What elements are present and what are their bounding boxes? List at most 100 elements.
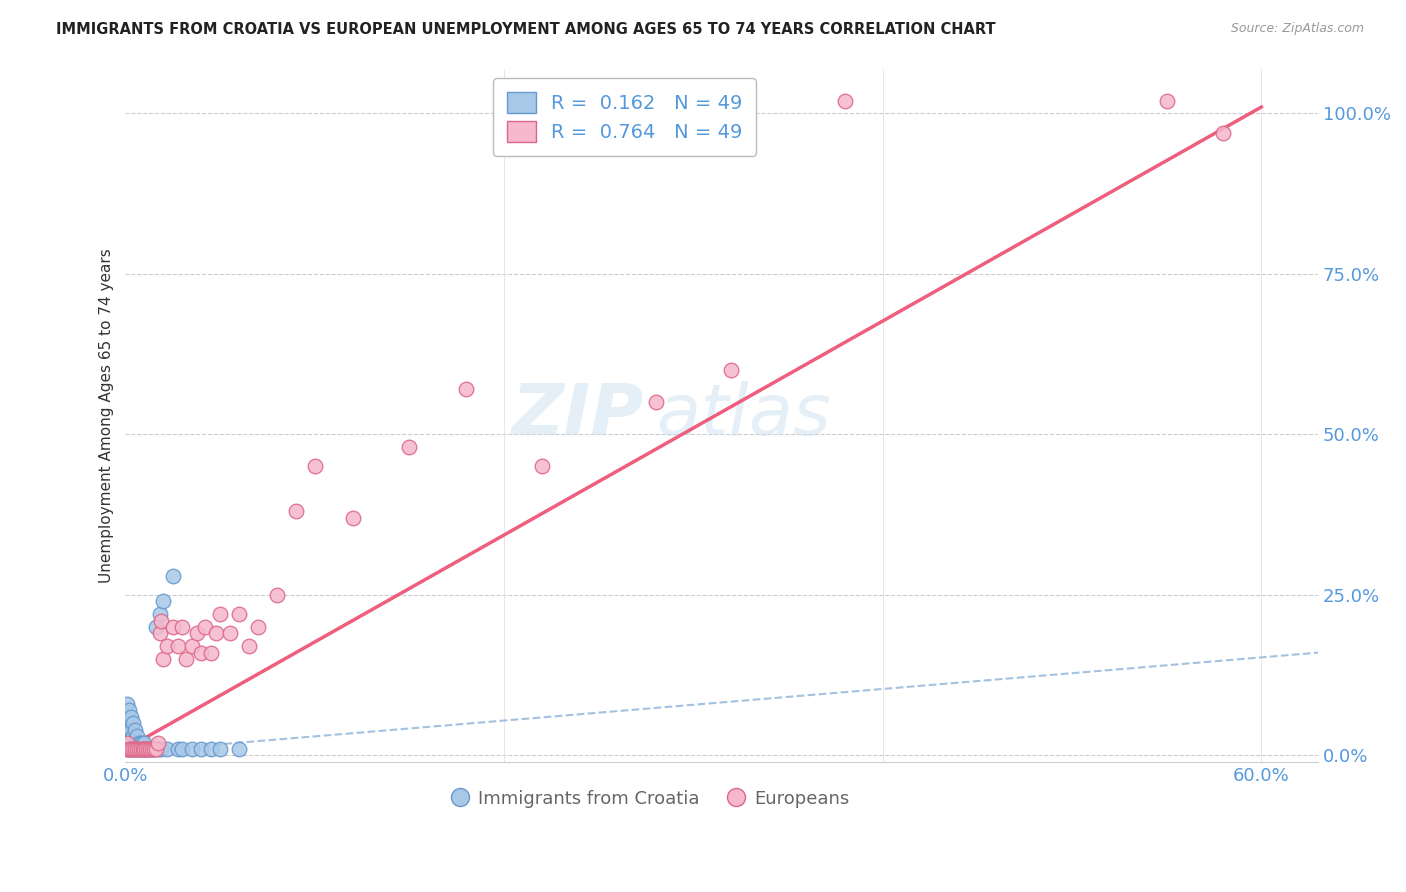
Point xyxy=(209,742,232,756)
Point xyxy=(139,742,162,756)
Point xyxy=(125,742,148,756)
Point xyxy=(125,742,148,756)
Point xyxy=(150,742,173,756)
Point xyxy=(118,742,141,756)
Point xyxy=(162,620,184,634)
Point xyxy=(172,620,194,634)
Point xyxy=(125,729,148,743)
Point xyxy=(131,742,153,756)
Point xyxy=(139,742,162,756)
Point xyxy=(131,742,153,756)
Point xyxy=(118,723,141,737)
Point xyxy=(167,639,190,653)
Point xyxy=(148,626,170,640)
Point xyxy=(134,742,156,756)
Point xyxy=(117,716,139,731)
Point xyxy=(190,742,212,756)
Point xyxy=(142,742,165,756)
Point xyxy=(156,639,179,653)
Point xyxy=(148,607,170,621)
Point xyxy=(120,723,142,737)
Point xyxy=(190,646,212,660)
Text: atlas: atlas xyxy=(657,381,831,450)
Point xyxy=(117,735,139,749)
Point xyxy=(134,735,156,749)
Point xyxy=(117,735,139,749)
Point xyxy=(124,742,146,756)
Point xyxy=(141,742,163,756)
Point xyxy=(194,620,217,634)
Point xyxy=(284,504,307,518)
Point xyxy=(145,620,167,634)
Point xyxy=(172,742,194,756)
Point xyxy=(180,742,202,756)
Point xyxy=(1212,126,1234,140)
Point xyxy=(162,568,184,582)
Point xyxy=(205,626,228,640)
Point xyxy=(228,742,250,756)
Point xyxy=(246,620,269,634)
Point xyxy=(152,652,174,666)
Point xyxy=(136,742,159,756)
Point xyxy=(117,729,139,743)
Point xyxy=(228,607,250,621)
Point xyxy=(209,607,232,621)
Point xyxy=(186,626,208,640)
Point xyxy=(124,742,146,756)
Legend: Immigrants from Croatia, Europeans: Immigrants from Croatia, Europeans xyxy=(444,782,856,815)
Point xyxy=(156,742,179,756)
Point xyxy=(120,710,142,724)
Point xyxy=(530,459,553,474)
Point xyxy=(122,729,145,743)
Point xyxy=(146,742,169,756)
Point xyxy=(200,646,222,660)
Point xyxy=(122,742,145,756)
Point xyxy=(117,742,139,756)
Point xyxy=(125,735,148,749)
Text: ZIP: ZIP xyxy=(512,381,644,450)
Point xyxy=(117,697,139,711)
Point xyxy=(120,742,142,756)
Point xyxy=(152,594,174,608)
Point xyxy=(128,742,150,756)
Point xyxy=(1156,94,1178,108)
Point xyxy=(128,742,150,756)
Point xyxy=(174,652,197,666)
Point xyxy=(118,735,141,749)
Point xyxy=(124,735,146,749)
Point xyxy=(136,742,159,756)
Point xyxy=(266,588,288,602)
Point xyxy=(398,440,420,454)
Point xyxy=(644,395,666,409)
Point xyxy=(180,639,202,653)
Point xyxy=(122,716,145,731)
Point xyxy=(456,383,478,397)
Point xyxy=(128,735,150,749)
Point xyxy=(167,742,190,756)
Point xyxy=(131,735,153,749)
Point xyxy=(141,742,163,756)
Point xyxy=(218,626,240,640)
Point xyxy=(129,742,152,756)
Y-axis label: Unemployment Among Ages 65 to 74 years: Unemployment Among Ages 65 to 74 years xyxy=(100,248,114,582)
Point xyxy=(145,742,167,756)
Point xyxy=(118,703,141,717)
Point xyxy=(342,511,364,525)
Point xyxy=(146,735,169,749)
Point xyxy=(135,742,157,756)
Point xyxy=(135,742,157,756)
Point xyxy=(720,363,742,377)
Point xyxy=(117,742,139,756)
Point xyxy=(150,614,173,628)
Text: IMMIGRANTS FROM CROATIA VS EUROPEAN UNEMPLOYMENT AMONG AGES 65 TO 74 YEARS CORRE: IMMIGRANTS FROM CROATIA VS EUROPEAN UNEM… xyxy=(56,22,995,37)
Point xyxy=(118,742,141,756)
Point xyxy=(122,742,145,756)
Point xyxy=(120,742,142,756)
Point xyxy=(129,735,152,749)
Point xyxy=(129,742,152,756)
Point xyxy=(200,742,222,756)
Text: Source: ZipAtlas.com: Source: ZipAtlas.com xyxy=(1230,22,1364,36)
Point xyxy=(304,459,326,474)
Point xyxy=(142,742,165,756)
Point xyxy=(124,723,146,737)
